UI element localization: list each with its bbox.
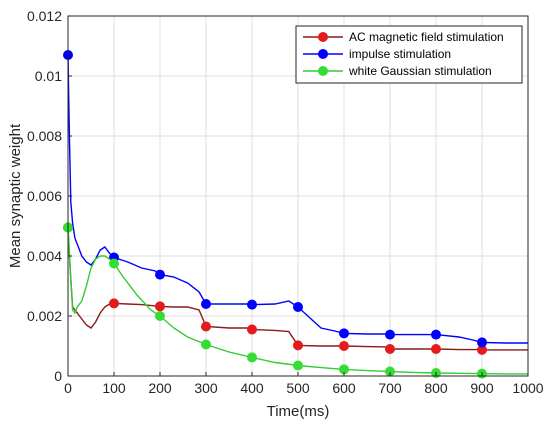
series-1-point bbox=[247, 324, 257, 335]
series-line-2 bbox=[67, 54, 528, 344]
x-tick-label: 100 bbox=[102, 380, 126, 396]
series-2-point bbox=[477, 337, 487, 348]
series-3-point bbox=[155, 311, 165, 321]
legend-label-2: impulse stimulation bbox=[349, 47, 451, 61]
series-1-point bbox=[109, 298, 119, 309]
series-1-point bbox=[201, 321, 211, 332]
series-2-point bbox=[155, 269, 165, 280]
series-2-point bbox=[431, 329, 441, 340]
series-2-point bbox=[339, 328, 349, 339]
y-tick-label: 0 bbox=[54, 368, 62, 384]
series-1-point bbox=[477, 344, 487, 355]
x-tick-label: 300 bbox=[194, 380, 218, 396]
series-3-point bbox=[109, 258, 119, 269]
series-2-point bbox=[293, 302, 303, 312]
legend-marker-1 bbox=[318, 32, 328, 42]
y-tick-label: 0.006 bbox=[27, 188, 62, 204]
series-line-3 bbox=[67, 227, 528, 375]
legend-label-3: white Gaussian stimulation bbox=[348, 64, 492, 78]
x-axis-label: Time(ms) bbox=[267, 403, 330, 420]
x-tick-label: 800 bbox=[424, 380, 448, 396]
legend-marker-3 bbox=[318, 66, 328, 76]
series-3-point bbox=[339, 364, 349, 375]
y-axis-label: Mean synaptic weight bbox=[7, 123, 24, 268]
legend-marker-2 bbox=[318, 49, 328, 59]
x-tick-label: 200 bbox=[148, 380, 172, 396]
y-tick-label: 0.01 bbox=[35, 68, 62, 84]
legend: AC magnetic field stimulation impulse sti… bbox=[295, 25, 523, 84]
x-tick-label: 700 bbox=[378, 380, 402, 396]
series-3-point bbox=[247, 352, 257, 363]
y-tick-label: 0.002 bbox=[27, 308, 62, 324]
series-3-point bbox=[201, 339, 211, 350]
x-tick-label: 500 bbox=[286, 380, 310, 396]
series-1-point bbox=[385, 344, 395, 354]
series-2-point bbox=[201, 299, 211, 309]
y-tick-label: 0.008 bbox=[27, 128, 62, 144]
series-1-point bbox=[293, 340, 303, 351]
series-3-point bbox=[293, 360, 303, 371]
y-axis-ticks: 0 0.002 0.004 0.006 0.008 0.01 0.012 bbox=[27, 8, 72, 384]
legend-label-1: AC magnetic field stimulation bbox=[349, 30, 504, 44]
series-1-point bbox=[431, 344, 441, 354]
x-axis-ticks: 0 100 200 300 400 500 600 700 800 900 1000 bbox=[64, 372, 544, 396]
x-tick-label: 1000 bbox=[512, 380, 543, 396]
x-tick-label: 600 bbox=[332, 380, 356, 396]
series-layer bbox=[63, 50, 528, 379]
x-tick-label: 0 bbox=[64, 380, 72, 396]
series-1-point bbox=[155, 301, 165, 312]
y-tick-label: 0.012 bbox=[27, 8, 62, 24]
series-2-point bbox=[385, 329, 395, 340]
y-tick-label: 0.004 bbox=[27, 248, 62, 264]
series-2-point bbox=[247, 299, 257, 310]
series-3-point bbox=[385, 366, 395, 377]
x-tick-label: 900 bbox=[470, 380, 494, 396]
series-line-1 bbox=[67, 227, 528, 351]
series-1-point bbox=[339, 341, 349, 351]
x-tick-label: 400 bbox=[240, 380, 264, 396]
